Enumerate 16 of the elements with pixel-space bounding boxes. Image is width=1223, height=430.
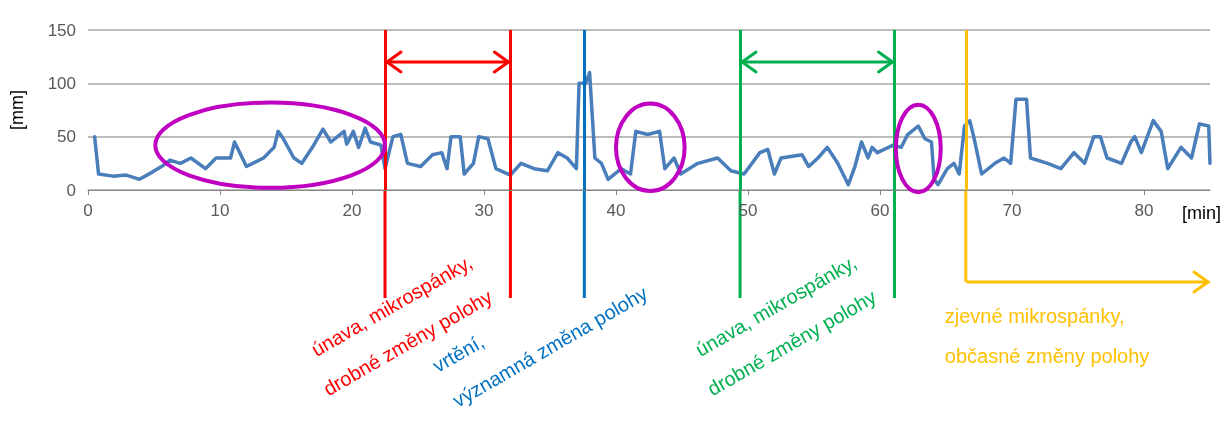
x-tick-label: 10 bbox=[210, 201, 230, 220]
y-axis-title: [mm] bbox=[7, 90, 27, 130]
x-tick-label: 40 bbox=[606, 201, 626, 220]
x-tick-label: 60 bbox=[870, 201, 890, 220]
x-tick-label: 0 bbox=[83, 201, 93, 220]
y-tick-label: 0 bbox=[66, 180, 76, 200]
x-tick-label: 80 bbox=[1134, 201, 1154, 220]
y-tick-label: 100 bbox=[47, 73, 76, 93]
x-tick-label: 20 bbox=[342, 201, 362, 220]
x-axis-title: [min] bbox=[1181, 203, 1222, 223]
x-tick-label: 70 bbox=[1002, 201, 1022, 220]
line-series bbox=[92, 70, 1212, 187]
y-tick-label: 50 bbox=[57, 127, 76, 147]
ref-line-label: zjevné mikrospánky, občasné změny polohy bbox=[944, 305, 1150, 367]
y-tick-label: 150 bbox=[47, 20, 76, 40]
x-tick-label: 30 bbox=[474, 201, 494, 220]
